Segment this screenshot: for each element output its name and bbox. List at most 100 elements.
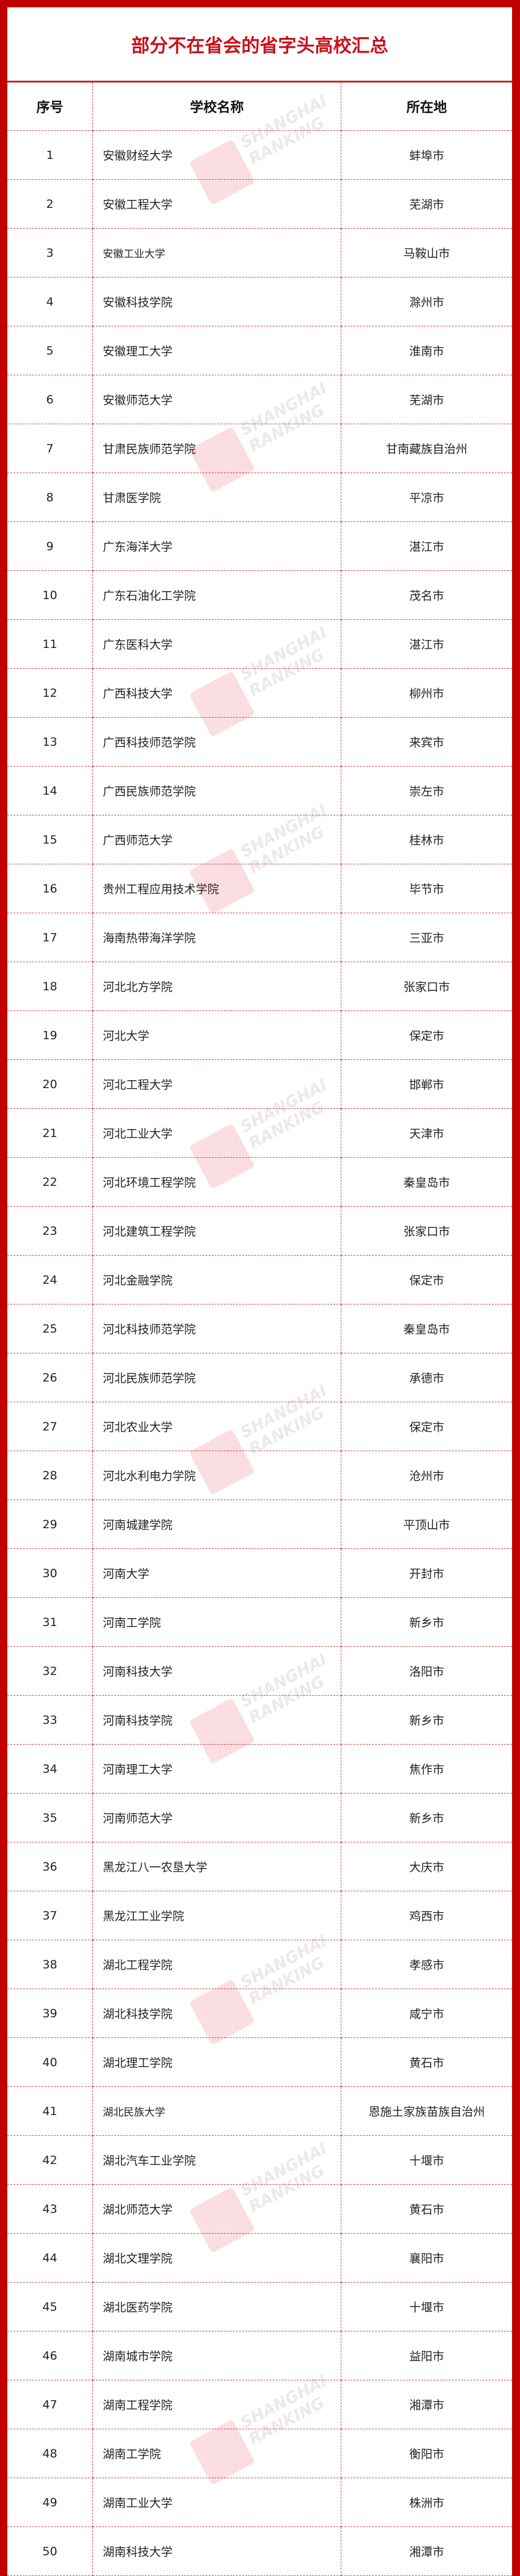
row-index: 43	[7, 2184, 93, 2234]
table-row: 48 湖南工学院 衡阳市	[7, 2429, 512, 2478]
header-school-name: 学校名称	[92, 83, 341, 131]
table-row: 10 广东石油化工学院 茂名市	[7, 570, 512, 620]
location: 大庆市	[341, 1842, 512, 1891]
location: 邯郸市	[341, 1059, 512, 1109]
table-row: 37 黑龙江工业学院 鸡西市	[7, 1891, 512, 1940]
table-header-row: 序号 学校名称 所在地	[7, 83, 512, 131]
row-index: 41	[7, 2086, 93, 2136]
school-name: 湖南科技大学	[92, 2526, 341, 2576]
row-index: 31	[7, 1597, 93, 1647]
location: 甘南藏族自治州	[341, 424, 512, 473]
location: 新乡市	[341, 1695, 512, 1745]
school-name: 甘肃医学院	[92, 473, 341, 522]
table-row: 39 湖北科技学院 咸宁市	[7, 1989, 512, 2038]
school-name: 湖北文理学院	[92, 2233, 341, 2283]
school-name: 广西科技大学	[92, 668, 341, 718]
school-name: 湖北汽车工业学院	[92, 2135, 341, 2185]
school-name: 湖南工业大学	[92, 2478, 341, 2527]
school-name: 安徽科技学院	[92, 277, 341, 326]
location: 新乡市	[341, 1793, 512, 1842]
location: 益阳市	[341, 2331, 512, 2380]
header-index: 序号	[7, 83, 93, 131]
location: 三亚市	[341, 913, 512, 962]
row-index: 20	[7, 1059, 93, 1109]
row-index: 38	[7, 1940, 93, 1989]
location: 湛江市	[341, 521, 512, 571]
row-index: 14	[7, 766, 93, 815]
table-row: 4 安徽科技学院 滁州市	[7, 277, 512, 326]
table-row: 8 甘肃医学院 平凉市	[7, 473, 512, 522]
table-row: 46 湖南城市学院 益阳市	[7, 2331, 512, 2380]
row-index: 44	[7, 2233, 93, 2283]
school-name: 广西科技师范学院	[92, 717, 341, 767]
row-index: 30	[7, 1548, 93, 1598]
location: 茂名市	[341, 570, 512, 620]
school-name: 河北科技师范学院	[92, 1304, 341, 1353]
location: 襄阳市	[341, 2233, 512, 2283]
location: 孝感市	[341, 1940, 512, 1989]
page-title: 部分不在省会的省字头高校汇总	[131, 35, 388, 57]
table-row: 18 河北北方学院 张家口市	[7, 962, 512, 1011]
row-index: 33	[7, 1695, 93, 1745]
table-row: 27 河北农业大学 保定市	[7, 1402, 512, 1451]
location: 衡阳市	[341, 2429, 512, 2478]
row-index: 22	[7, 1157, 93, 1207]
row-index: 5	[7, 326, 93, 375]
row-index: 34	[7, 1744, 93, 1794]
school-name: 河北北方学院	[92, 962, 341, 1011]
school-name: 广东医科大学	[92, 619, 341, 669]
location: 黄石市	[341, 2184, 512, 2234]
school-name: 河南大学	[92, 1548, 341, 1598]
school-name: 河南科技学院	[92, 1695, 341, 1745]
table-row: 28 河北水利电力学院 沧州市	[7, 1451, 512, 1500]
header-location: 所在地	[341, 83, 512, 131]
row-index: 23	[7, 1206, 93, 1256]
school-name: 河北民族师范学院	[92, 1353, 341, 1402]
table-row: 6 安徽师范大学 芜湖市	[7, 375, 512, 424]
row-index: 18	[7, 962, 93, 1011]
location: 开封市	[341, 1548, 512, 1598]
location: 天津市	[341, 1108, 512, 1158]
location: 平顶山市	[341, 1500, 512, 1549]
school-name: 黑龙江八一农垦大学	[92, 1842, 341, 1891]
row-index: 50	[7, 2526, 93, 2576]
row-index: 46	[7, 2331, 93, 2380]
location: 马鞍山市	[341, 228, 512, 278]
school-name: 河南科技大学	[92, 1646, 341, 1696]
table-row: 12 广西科技大学 柳州市	[7, 668, 512, 718]
location: 湘潭市	[341, 2526, 512, 2576]
location: 蚌埠市	[341, 130, 512, 180]
row-index: 9	[7, 521, 93, 571]
school-name: 黑龙江工业学院	[92, 1891, 341, 1940]
school-name: 河北金融学院	[92, 1255, 341, 1305]
location: 柳州市	[341, 668, 512, 718]
school-name: 河南城建学院	[92, 1500, 341, 1549]
table-row: 13 广西科技师范学院 来宾市	[7, 717, 512, 767]
school-name: 湖南工程学院	[92, 2380, 341, 2429]
school-name: 甘肃民族师范学院	[92, 424, 341, 473]
row-index: 47	[7, 2380, 93, 2429]
row-index: 17	[7, 913, 93, 962]
school-name: 广西师范大学	[92, 815, 341, 864]
table-row: 43 湖北师范大学 黄石市	[7, 2184, 512, 2234]
row-index: 19	[7, 1010, 93, 1060]
location: 桂林市	[341, 815, 512, 864]
row-index: 39	[7, 1989, 93, 2038]
table-row: 7 甘肃民族师范学院 甘南藏族自治州	[7, 424, 512, 473]
school-name: 广东石油化工学院	[92, 570, 341, 620]
row-index: 10	[7, 570, 93, 620]
school-name: 河北农业大学	[92, 1402, 341, 1451]
row-index: 24	[7, 1255, 93, 1305]
table-row: 15 广西师范大学 桂林市	[7, 815, 512, 864]
location: 保定市	[341, 1402, 512, 1451]
table-row: 22 河北环境工程学院 秦皇岛市	[7, 1157, 512, 1207]
row-index: 2	[7, 179, 93, 229]
row-index: 26	[7, 1353, 93, 1402]
location: 张家口市	[341, 962, 512, 1011]
table-row: 34 河南理工大学 焦作市	[7, 1744, 512, 1794]
table-row: 49 湖南工业大学 株洲市	[7, 2478, 512, 2527]
row-index: 45	[7, 2282, 93, 2331]
title-divider	[7, 81, 512, 83]
table-row: 44 湖北文理学院 襄阳市	[7, 2233, 512, 2283]
